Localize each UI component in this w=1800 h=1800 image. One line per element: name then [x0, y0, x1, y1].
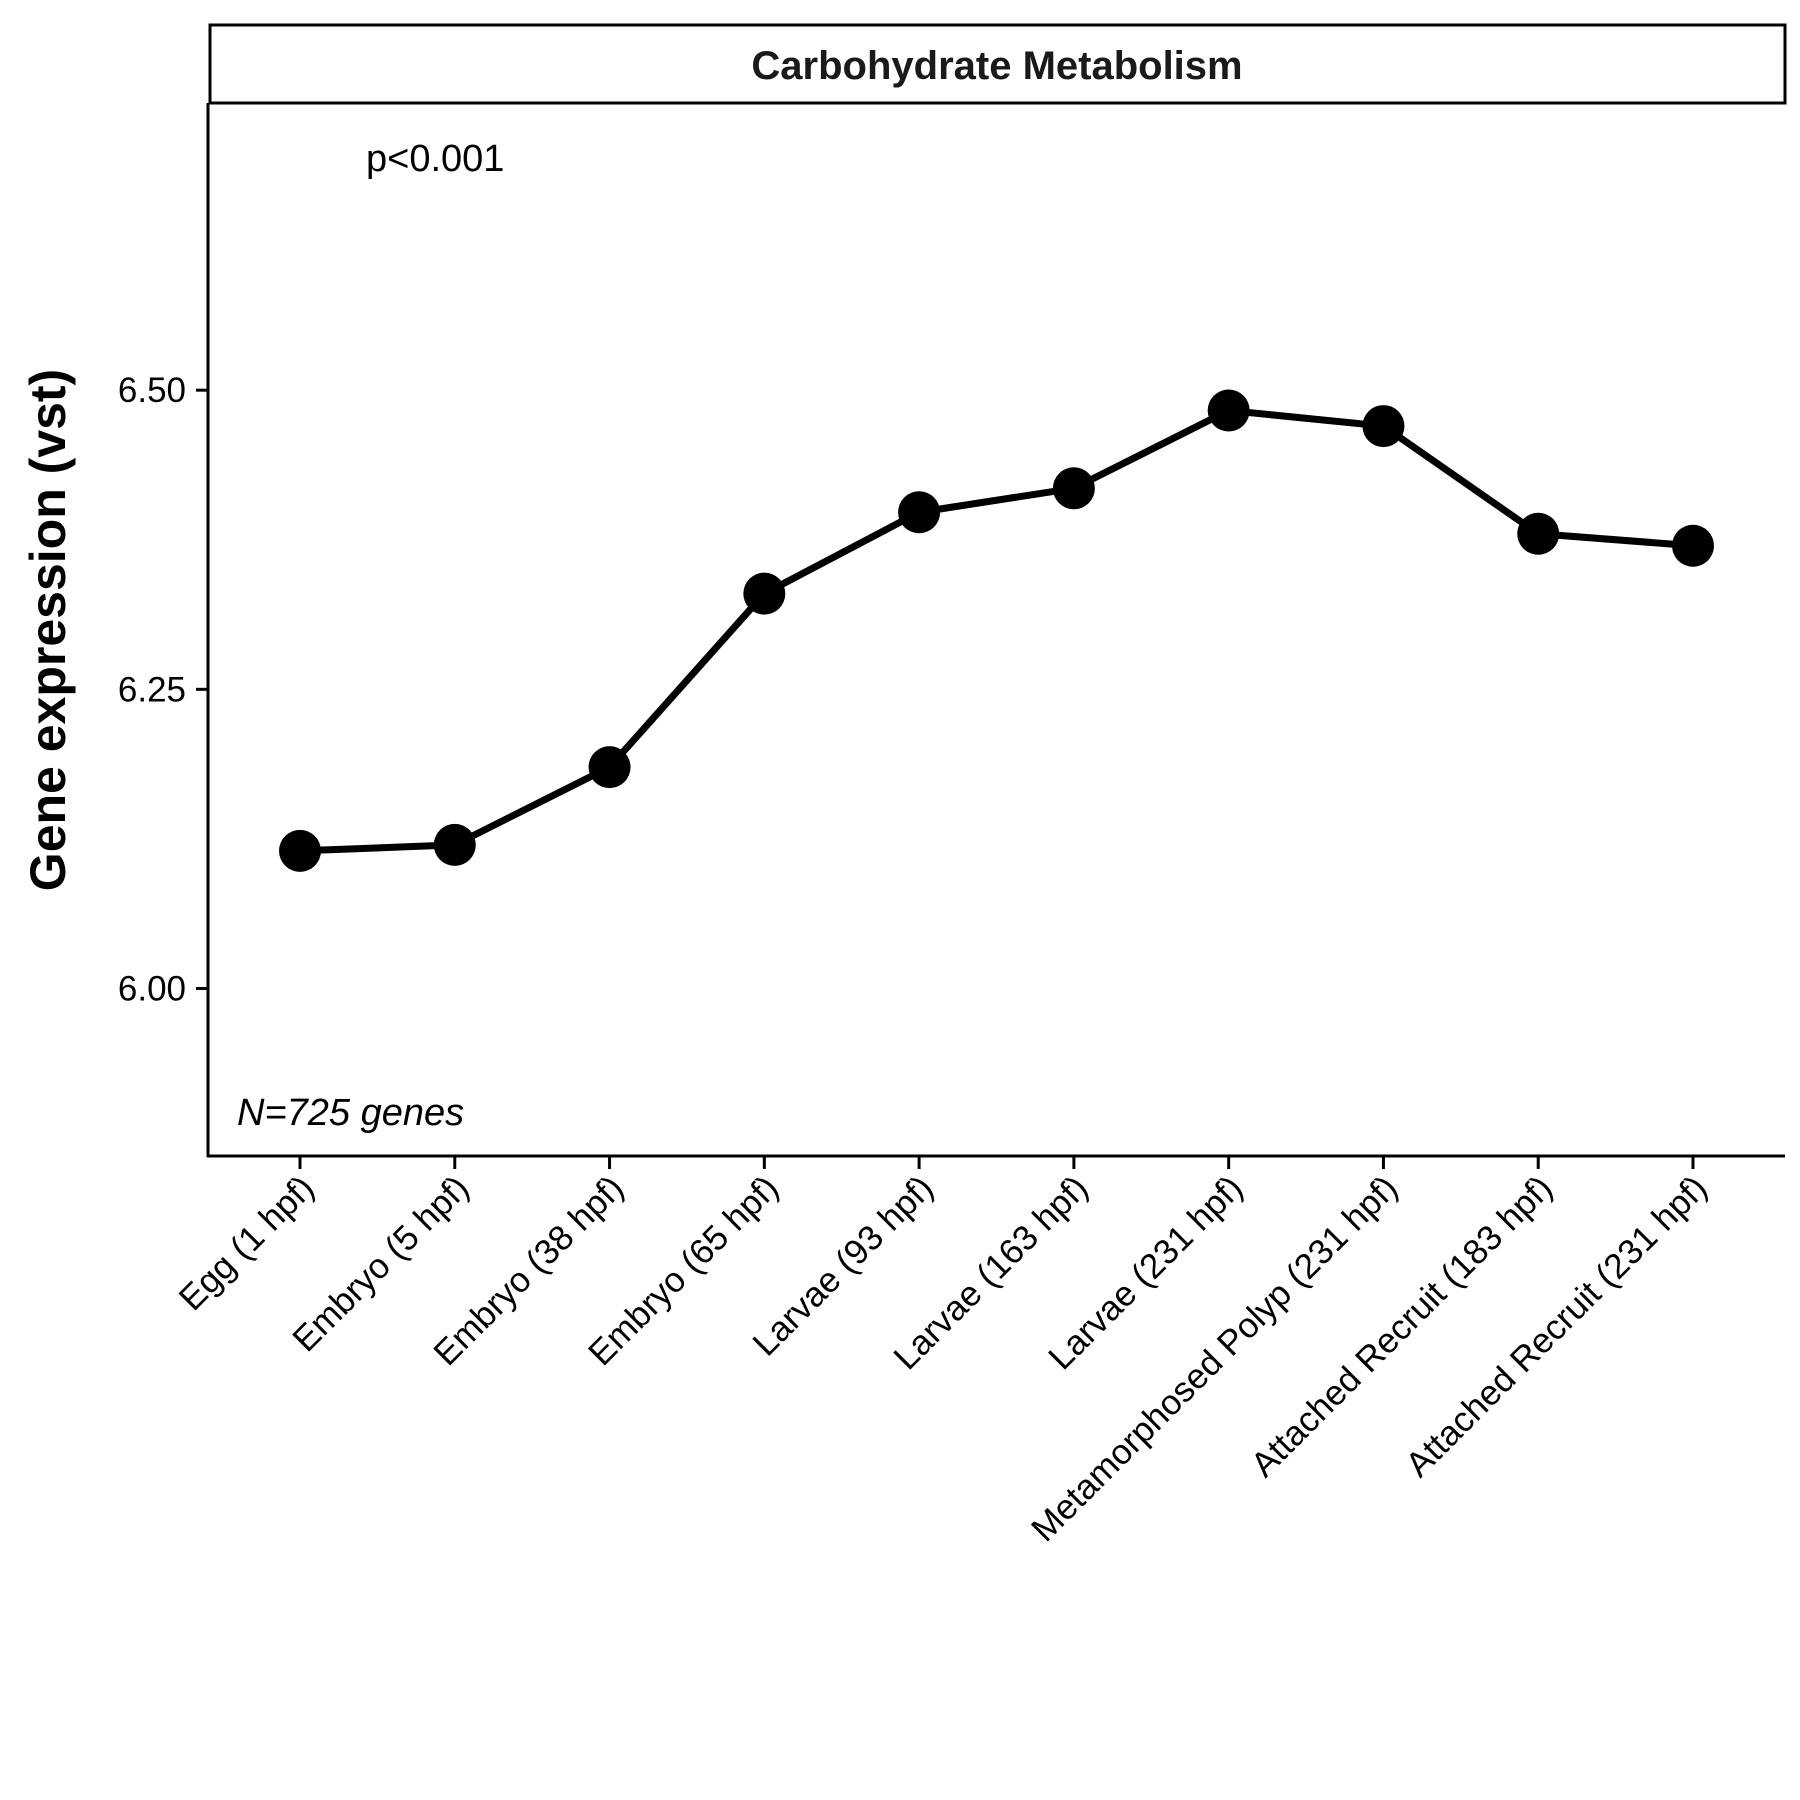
data-point [279, 829, 321, 872]
x-tick-label: Attached Recruit (231 hpf) [1398, 1168, 1714, 1484]
x-tick-label: Egg (1 hpf) [172, 1168, 322, 1318]
series-layer [279, 389, 1714, 872]
data-point [1052, 467, 1095, 510]
data-point [1672, 524, 1714, 567]
facet-strip [208, 23, 1787, 105]
p-value-annotation: p<0.001 [366, 138, 504, 180]
data-point [1207, 389, 1250, 432]
y-tick-label: 6.50 [118, 371, 186, 410]
data-point [433, 823, 476, 866]
y-ticks: 6.00 6.25 6.50 [118, 371, 208, 1008]
data-point [743, 572, 786, 615]
data-point [1517, 512, 1560, 555]
data-point [588, 746, 631, 789]
y-axis-title: Gene expression (vst) [20, 369, 76, 891]
y-tick-label: 6.25 [118, 670, 186, 709]
chart-title: Carbohydrate Metabolism [751, 44, 1242, 88]
y-tick-label: 6.00 [118, 969, 186, 1008]
series-line [299, 407, 1694, 855]
data-point [1362, 405, 1405, 448]
x-tick-label: Attached Recruit (183 hpf) [1243, 1168, 1559, 1484]
x-ticks: Egg (1 hpf)Embryo (5 hpf)Embryo (38 hpf)… [172, 1156, 1715, 1549]
n-genes-annotation: N=725 genes [237, 1092, 464, 1134]
data-point [898, 491, 941, 534]
